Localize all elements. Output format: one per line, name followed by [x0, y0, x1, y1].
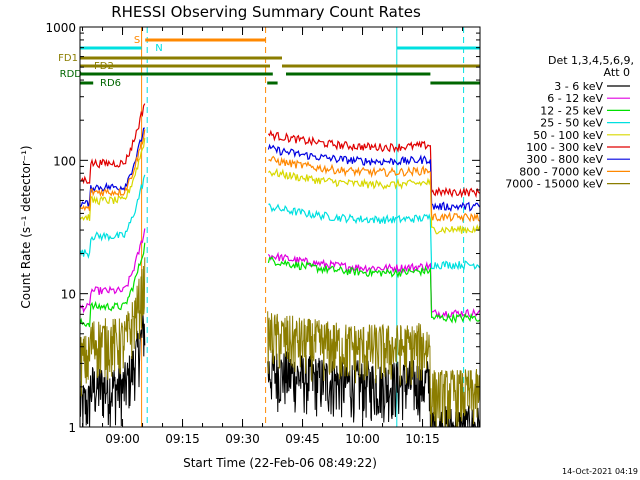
x-axis: 09:00 09:15 09:30 09:45 10:00 10:15 — [82, 27, 464, 446]
legend-label-1: 3 - 6 keV — [554, 80, 603, 93]
series-line-2 — [80, 228, 480, 320]
flag-label-fd1: FD1 — [58, 53, 78, 64]
y-axis: 1 10 100 1000 — [45, 21, 480, 435]
series-line-3 — [80, 242, 480, 328]
y-tick-label: 100 — [53, 154, 76, 168]
x-tick-label: 09:30 — [225, 432, 260, 446]
flag-label-s: S — [134, 35, 140, 46]
legend-label-4: 25 - 50 keV — [540, 117, 603, 130]
legend-label-3: 12 - 25 keV — [540, 104, 603, 117]
timestamp: 14-Oct-2021 04:19 — [562, 467, 638, 476]
legend-label-7: 300 - 800 keV — [526, 153, 603, 166]
legend-label-2: 6 - 12 keV — [547, 92, 603, 105]
series-line-9 — [80, 257, 480, 427]
flag-label-fd2: FD2 — [94, 61, 114, 72]
legend-header-line1: Det 1,3,4,5,6,9, — [548, 54, 634, 67]
flag-label-n: N — [155, 43, 162, 54]
y-tick-label: 1 — [68, 421, 76, 435]
legend-label-8: 800 - 7000 keV — [519, 165, 603, 178]
plot-frame — [79, 26, 481, 428]
y-axis-label: Count Rate (s⁻¹ detector⁻¹) — [19, 145, 33, 308]
legend-label-5: 50 - 100 keV — [533, 129, 603, 142]
x-tick-label: 09:45 — [285, 432, 320, 446]
plot-area: S N FD1 FD2 RDD RD6 — [58, 27, 480, 427]
series-line-6 — [80, 103, 480, 199]
chart-title: RHESSI Observing Summary Count Rates — [111, 3, 421, 21]
y-tick-label: 10 — [61, 288, 76, 302]
x-tick-label: 10:15 — [405, 432, 440, 446]
plot-clip-group — [80, 27, 480, 427]
x-tick-label: 09:00 — [105, 432, 140, 446]
x-tick-label: 09:15 — [165, 432, 200, 446]
series-line-8 — [80, 129, 480, 223]
series-line-4 — [80, 174, 480, 271]
flag-label-rd6: RD6 — [100, 78, 121, 89]
series-line-7 — [80, 127, 480, 212]
legend-header-line2: Att 0 — [604, 66, 630, 79]
flag-label-rdd: RDD — [60, 69, 83, 80]
legend-label-6: 100 - 300 keV — [526, 141, 603, 154]
x-tick-label: 10:00 — [345, 432, 380, 446]
y-tick-label: 1000 — [45, 21, 76, 35]
legend-label-9: 7000 - 15000 keV — [505, 178, 603, 191]
series-line-1 — [80, 313, 480, 427]
x-axis-label: Start Time (22-Feb-06 08:49:22) — [183, 456, 377, 470]
